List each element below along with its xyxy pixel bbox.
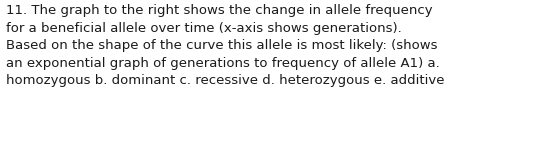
Text: 11. The graph to the right shows the change in allele frequency
for a beneficial: 11. The graph to the right shows the cha… xyxy=(6,4,444,87)
